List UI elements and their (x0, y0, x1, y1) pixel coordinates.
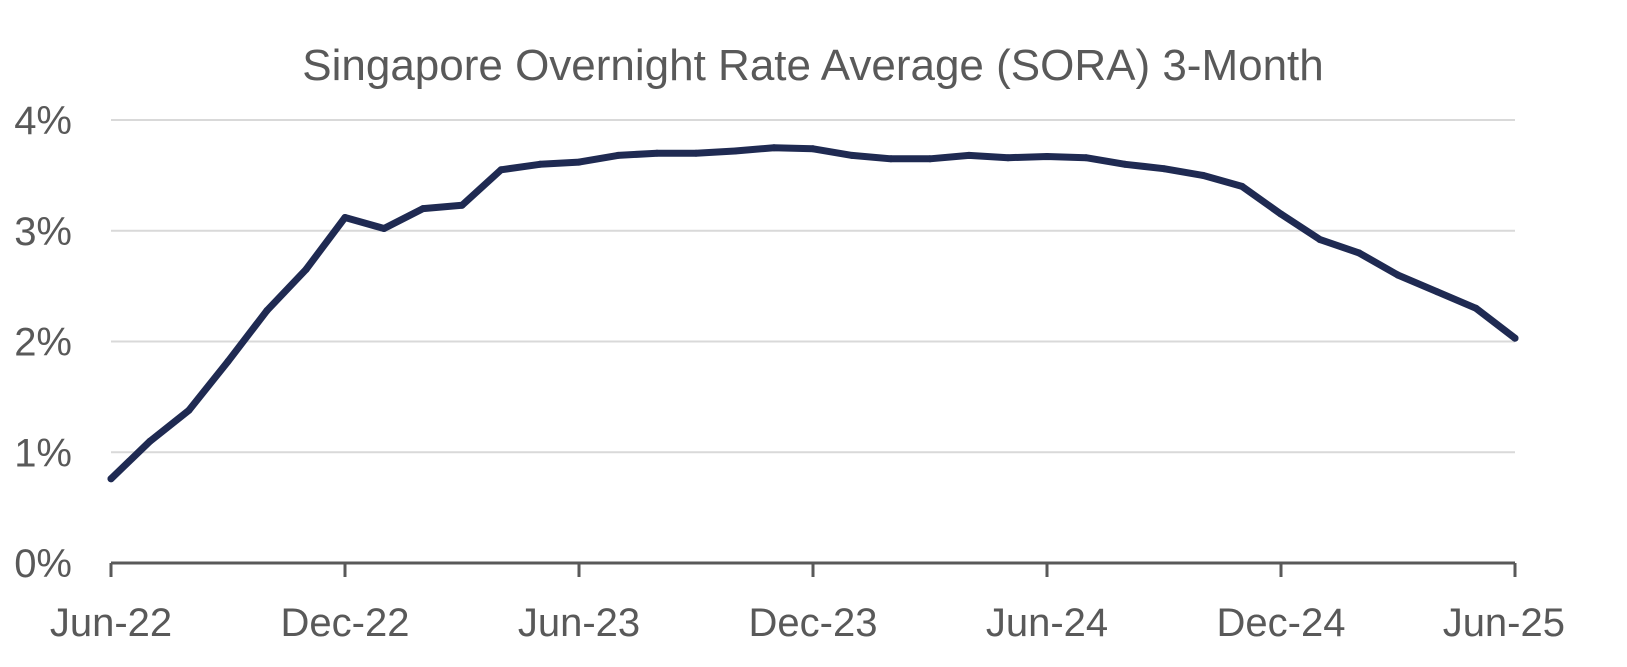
data-point (926, 155, 934, 163)
data-point (575, 158, 583, 166)
y-axis-tick-labels: 0% 1% 2% 3% 4% (14, 99, 72, 586)
data-point (1004, 154, 1012, 162)
data-point (185, 406, 193, 414)
data-point (887, 155, 895, 163)
x-axis (109, 561, 1517, 577)
x-axis-tick-labels: Jun-22 Dec-22 Jun-23 Dec-23 Jun-24 Dec-24 Jun-… (50, 601, 1565, 645)
y-tick-label: 0% (14, 542, 72, 586)
data-point (848, 151, 856, 159)
data-point (380, 225, 388, 232)
data-point (1121, 160, 1129, 168)
data-point (1433, 288, 1441, 296)
data-point (341, 214, 349, 221)
data-point (965, 151, 973, 159)
x-tick-label: Jun-23 (518, 601, 640, 645)
x-tick-label: Dec-23 (749, 601, 878, 645)
data-point (419, 205, 427, 213)
data-point (1394, 271, 1402, 279)
data-point (731, 147, 739, 155)
series-line (107, 144, 1519, 483)
data-point (536, 160, 544, 168)
data-point (770, 144, 778, 152)
x-tick-label: Jun-22 (50, 601, 172, 645)
y-tick-label: 1% (14, 431, 72, 475)
data-point (263, 307, 271, 314)
gridlines (111, 119, 1515, 454)
data-point (1316, 236, 1324, 244)
data-point (1160, 165, 1168, 173)
chart-title: Singapore Overnight Rate Average (SORA) … (302, 41, 1324, 90)
data-point (1199, 171, 1207, 179)
data-point (224, 357, 232, 365)
x-tick-label: Jun-24 (986, 601, 1108, 645)
x-tick-label: Jun-25 (1443, 601, 1565, 645)
data-point (1511, 334, 1519, 342)
data-point (497, 166, 505, 174)
data-point (1043, 153, 1051, 160)
data-point (1238, 182, 1246, 190)
data-point (1277, 210, 1285, 218)
data-point (653, 149, 661, 157)
data-point (1355, 249, 1363, 257)
x-tick-label: Dec-22 (281, 601, 410, 645)
data-point (107, 475, 115, 483)
data-point (146, 437, 154, 445)
y-tick-label: 4% (14, 99, 72, 143)
series-layer (107, 144, 1519, 483)
data-point (1472, 304, 1480, 312)
data-point (302, 266, 310, 273)
data-point (809, 145, 817, 153)
data-point (692, 149, 700, 157)
x-tick-label: Dec-24 (1217, 601, 1346, 645)
y-tick-label: 3% (14, 210, 72, 254)
data-point (1082, 154, 1090, 162)
data-point (458, 201, 466, 209)
data-point (614, 151, 622, 159)
y-tick-label: 2% (14, 321, 72, 365)
